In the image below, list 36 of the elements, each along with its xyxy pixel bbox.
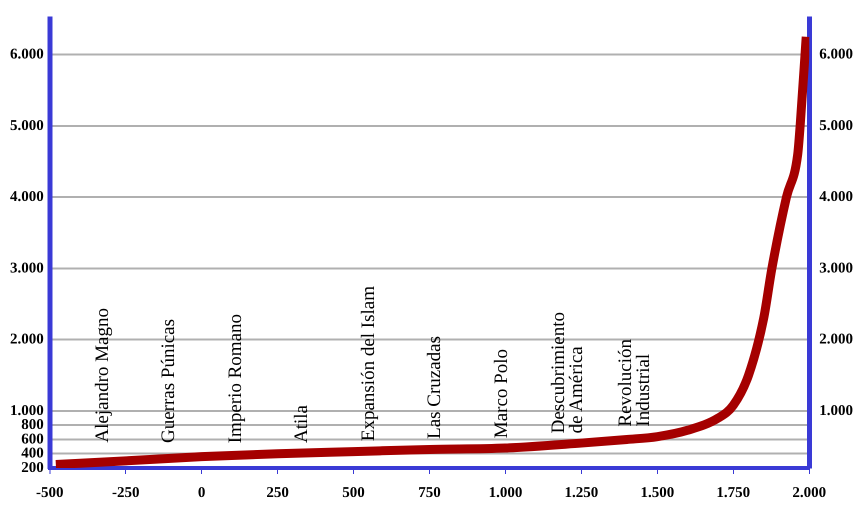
x-tick-label: 1.000 [488,484,522,501]
annotation: Las Cruzadas [424,336,446,440]
y2-tick-label: 3.000 [819,260,853,276]
y-tick-label: 3.000 [10,260,44,276]
y-tick-label: 4.000 [10,189,44,206]
annotation: Guerras Púnicas [158,319,180,443]
y-tick-label: 200 [21,460,44,476]
annotation: Revolución Industrial [614,339,654,427]
y2-tick-label: 2.000 [819,332,853,348]
annotation: Marco Polo [490,348,512,438]
y2-tick-label: 5.000 [819,118,853,134]
y-tick-label: 5.000 [10,118,44,134]
x-tick-label: 2.000 [792,484,826,501]
x-tick-label: 250 [266,484,289,501]
annotation: Expansión del Islam [358,286,379,442]
x-tick-label: 1.500 [640,484,674,501]
x-tick-label: 500 [342,484,365,501]
y-tick-label: 2.000 [10,332,44,348]
y-tick-label: 400 [21,446,44,462]
annotation: Atila [291,404,312,443]
annotation: Imperio Romano [224,314,246,444]
x-tick-label: -500 [36,484,64,501]
x-tick-label: -250 [112,484,140,501]
y-tick-label: 800 [21,417,44,434]
x-tick-label: 1.250 [564,484,598,501]
y-tick-label: 1.000 [10,402,44,419]
y2-tick-label: 4.000 [819,189,853,206]
annotation: Descubrimiento de América [548,312,588,434]
y2-tick-label: 1.000 [819,402,853,419]
x-tick-label: 750 [418,484,441,501]
y-tick-label: 600 [21,431,44,448]
x-tick-label: 1.750 [716,484,750,501]
y2-tick-label: 6.000 [819,46,853,63]
y-tick-label: 6.000 [10,46,44,63]
x-tick-label: 0 [198,484,206,501]
annotation: Alejandro Magno [92,308,113,443]
